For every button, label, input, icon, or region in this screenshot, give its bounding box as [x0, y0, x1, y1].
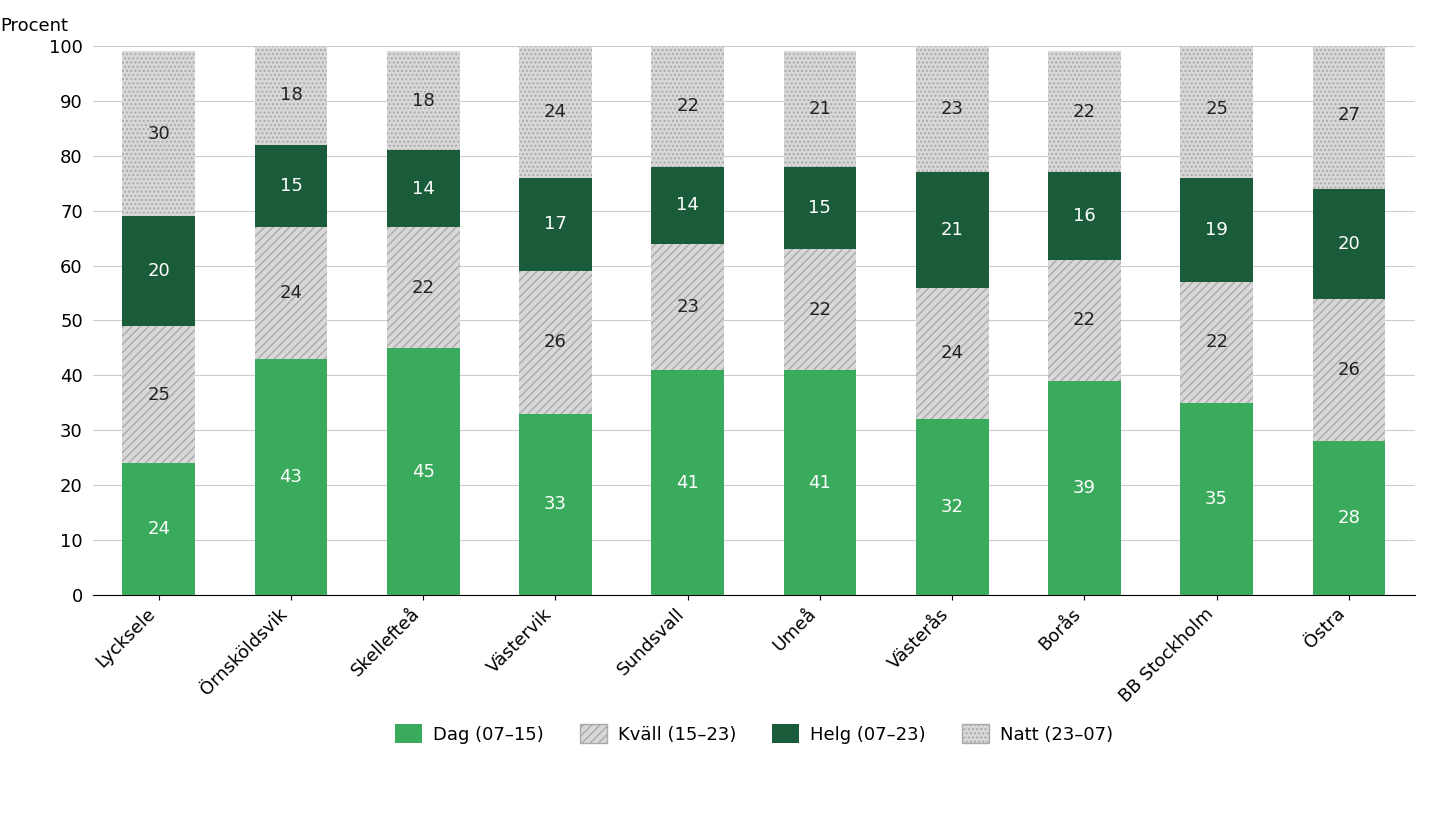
Bar [784, 370, 857, 595]
Text: 15: 15 [279, 177, 302, 195]
Bar [123, 51, 194, 217]
Text: 24: 24 [941, 344, 964, 363]
Bar [388, 150, 459, 227]
Bar [519, 178, 592, 271]
Text: 22: 22 [1072, 103, 1095, 120]
Bar [1313, 298, 1386, 441]
Bar [1313, 40, 1386, 189]
Text: 28: 28 [1337, 509, 1360, 528]
Text: 24: 24 [543, 103, 566, 120]
Text: 14: 14 [676, 196, 699, 214]
Bar [388, 227, 459, 348]
Text: 22: 22 [1072, 312, 1095, 329]
Bar [784, 166, 857, 249]
Text: 33: 33 [543, 496, 566, 513]
Bar [123, 326, 194, 463]
Bar [1180, 403, 1253, 595]
Text: 18: 18 [412, 92, 435, 110]
Text: 32: 32 [941, 498, 964, 517]
Bar [1313, 441, 1386, 595]
Text: 30: 30 [147, 125, 170, 143]
Bar [1180, 282, 1253, 403]
Bar [915, 288, 988, 420]
Text: 35: 35 [1205, 490, 1228, 508]
Text: 25: 25 [1205, 100, 1228, 118]
Text: 20: 20 [147, 262, 170, 280]
Bar [651, 46, 724, 166]
Bar [1048, 51, 1121, 172]
Bar [519, 414, 592, 595]
Text: 45: 45 [412, 462, 435, 481]
Bar [784, 51, 857, 166]
Text: 15: 15 [808, 199, 831, 217]
Text: 22: 22 [1205, 334, 1228, 351]
Legend: Dag (07–15), Kväll (15–23), Helg (07–23), Natt (23–07): Dag (07–15), Kväll (15–23), Helg (07–23)… [388, 717, 1120, 751]
Text: 43: 43 [279, 468, 302, 486]
Text: 41: 41 [808, 473, 831, 492]
Text: 24: 24 [147, 520, 170, 538]
Text: 27: 27 [1337, 105, 1360, 124]
Text: 25: 25 [147, 385, 170, 404]
Bar [123, 217, 194, 326]
Bar [255, 46, 327, 145]
Text: 21: 21 [941, 221, 964, 239]
Bar [1180, 178, 1253, 282]
Bar [255, 145, 327, 227]
Bar [1313, 189, 1386, 298]
Bar [388, 51, 459, 150]
Text: 39: 39 [1072, 479, 1095, 497]
Bar [915, 420, 988, 595]
Text: 22: 22 [676, 97, 699, 115]
Text: 16: 16 [1072, 207, 1095, 225]
Bar [123, 463, 194, 595]
Text: 24: 24 [279, 284, 302, 302]
Bar [255, 359, 327, 595]
Bar [519, 46, 592, 178]
Text: 19: 19 [1205, 221, 1228, 239]
Text: 41: 41 [676, 473, 699, 492]
Bar [1048, 172, 1121, 260]
Text: 14: 14 [412, 180, 435, 197]
Text: 17: 17 [543, 216, 566, 233]
Text: 23: 23 [676, 298, 699, 316]
Text: 18: 18 [280, 86, 302, 104]
Text: 21: 21 [808, 100, 831, 118]
Bar [1048, 260, 1121, 381]
Bar [651, 370, 724, 595]
Bar [651, 243, 724, 370]
Bar [784, 249, 857, 370]
Bar [1180, 40, 1253, 178]
Bar [651, 166, 724, 243]
Bar [388, 348, 459, 595]
Text: 26: 26 [543, 334, 566, 351]
Text: 23: 23 [941, 100, 964, 118]
Text: 26: 26 [1337, 361, 1360, 379]
Bar [1048, 381, 1121, 595]
Text: Procent: Procent [0, 17, 69, 35]
Text: 22: 22 [808, 300, 831, 319]
Text: 22: 22 [412, 278, 435, 297]
Text: 20: 20 [1337, 235, 1360, 252]
Bar [915, 172, 988, 288]
Bar [255, 227, 327, 359]
Bar [915, 46, 988, 172]
Bar [519, 271, 592, 414]
